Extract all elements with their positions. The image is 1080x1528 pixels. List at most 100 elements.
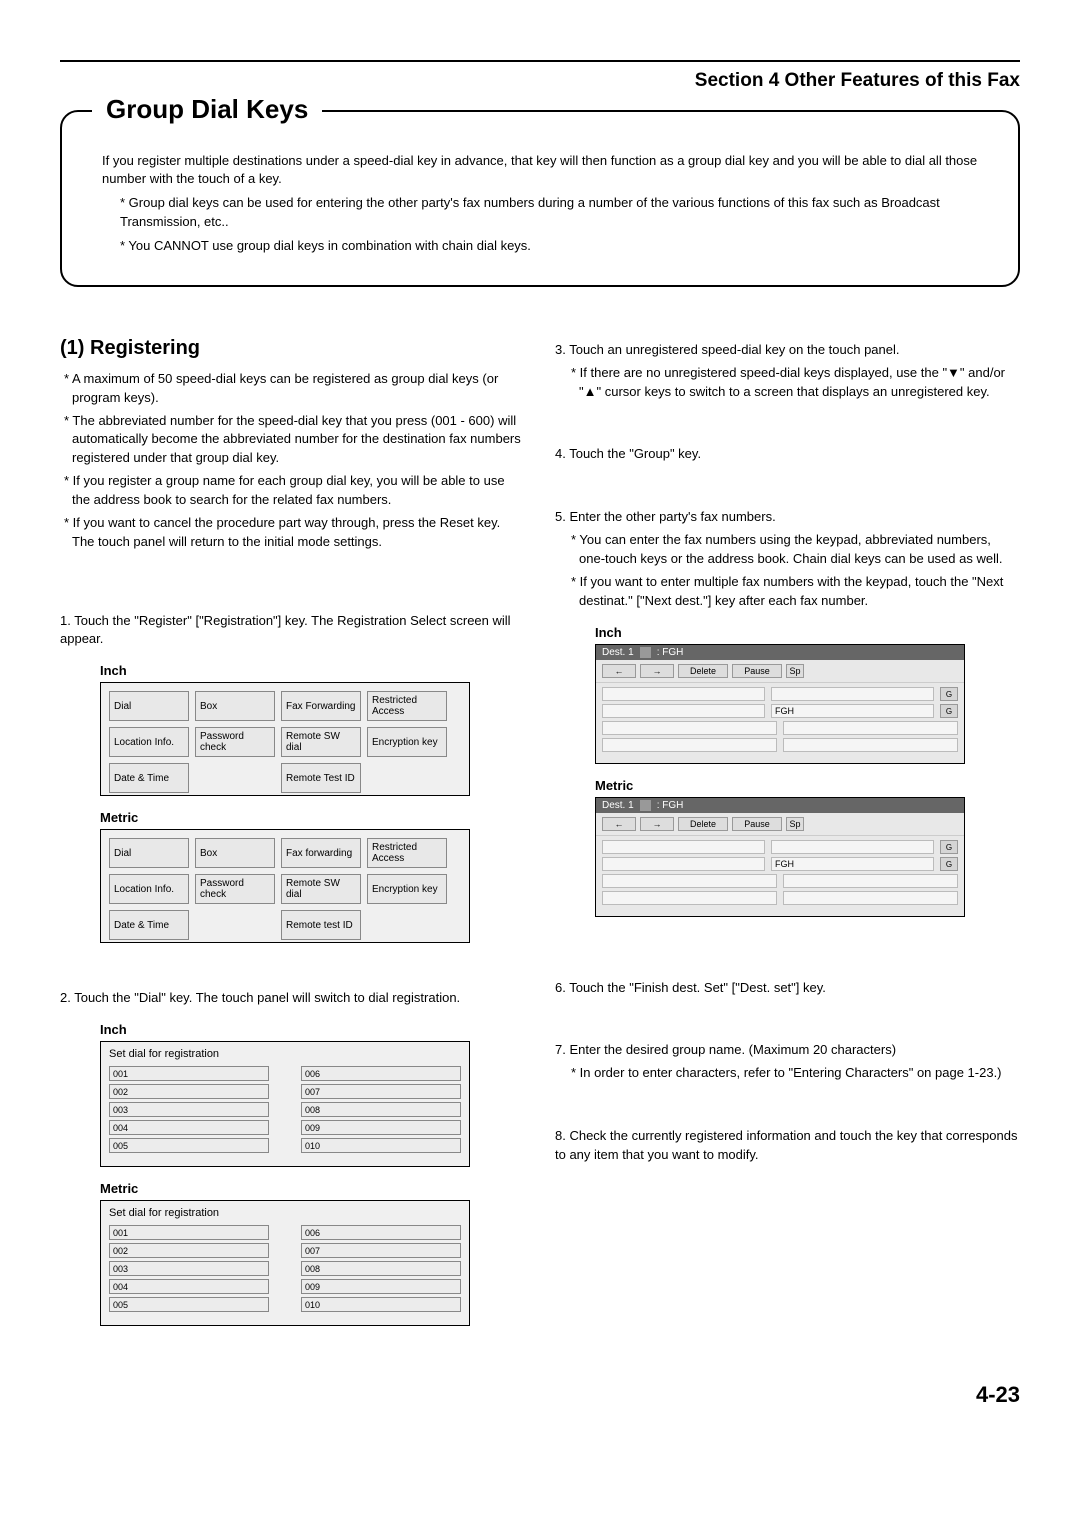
g-chip: G — [940, 857, 958, 871]
bullet-4: * If you want to cancel the procedure pa… — [60, 514, 525, 552]
dial-btn: 009 — [301, 1120, 461, 1135]
dial-btn: 003 — [109, 1261, 269, 1276]
box-title: Group Dial Keys — [92, 94, 322, 125]
dest-cell — [783, 891, 958, 905]
g-chip: G — [940, 704, 958, 718]
dest-fgh: : FGH — [657, 800, 684, 811]
step-5a: * You can enter the fax numbers using th… — [555, 531, 1020, 569]
header-rule — [60, 60, 1020, 62]
metric-label-1: Metric — [100, 810, 525, 825]
step-2: 2. Touch the "Dial" key. The touch panel… — [60, 989, 525, 1008]
panel-btn: Remote SW dial — [281, 727, 361, 757]
panel-btn: Box — [195, 691, 275, 721]
dest-label: Dest. 1 — [602, 800, 634, 811]
dest-cell-fgh: FGH — [771, 857, 934, 871]
group-dial-keys-box: Group Dial Keys If you register multiple… — [60, 110, 1020, 287]
dest-panel-metric: Dest. 1 : FGH ← → Delete Pause Sp G FGHG — [595, 797, 965, 917]
panel-btn: Restricted Access — [367, 838, 447, 868]
sp-btn: Sp — [786, 817, 804, 831]
arrow-right-icon: → — [640, 664, 674, 678]
dial-btn: 007 — [301, 1243, 461, 1258]
dial-btn: 005 — [109, 1138, 269, 1153]
bullet-1: * A maximum of 50 speed-dial keys can be… — [60, 370, 525, 408]
step-7a: * In order to enter characters, refer to… — [555, 1064, 1020, 1083]
dial-btn: 009 — [301, 1279, 461, 1294]
dest-fgh: : FGH — [657, 647, 684, 658]
panel-btn: Fax forwarding — [281, 838, 361, 868]
panel-btn: Encryption key — [367, 727, 447, 757]
dest-cell — [783, 874, 958, 888]
panel-btn: Fax Forwarding — [281, 691, 361, 721]
step-3a: * If there are no unregistered speed-dia… — [555, 364, 1020, 402]
panel-btn: Remote SW dial — [281, 874, 361, 904]
step-7: 7. Enter the desired group name. (Maximu… — [555, 1041, 1020, 1060]
registering-heading: (1) Registering — [60, 337, 525, 360]
panel-btn: Date & Time — [109, 763, 189, 793]
dial-btn: 004 — [109, 1279, 269, 1294]
panel-btn: Box — [195, 838, 275, 868]
set-dial-title: Set dial for registration — [109, 1048, 461, 1060]
dest-cell — [602, 874, 777, 888]
note-1: * Group dial keys can be used for enteri… — [102, 194, 978, 230]
dest-cell — [783, 738, 958, 752]
panel-btn: Password check — [195, 727, 275, 757]
step-3: 3. Touch an unregistered speed-dial key … — [555, 341, 1020, 360]
dial-btn: 006 — [301, 1225, 461, 1240]
dial-btn: 001 — [109, 1225, 269, 1240]
dest-cell — [602, 721, 777, 735]
intro-text: If you register multiple destinations un… — [102, 152, 978, 188]
dial-btn: 002 — [109, 1243, 269, 1258]
step-6: 6. Touch the "Finish dest. Set" ["Dest. … — [555, 979, 1020, 998]
panel-btn: Encryption key — [367, 874, 447, 904]
bullet-3: * If you register a group name for each … — [60, 472, 525, 510]
dest-panel-inch: Dest. 1 : FGH ← → Delete Pause Sp G FGHG — [595, 644, 965, 764]
inch-label-1: Inch — [100, 663, 525, 678]
dest-cell — [602, 738, 777, 752]
dial-btn: 002 — [109, 1084, 269, 1099]
panel-btn: Remote test ID — [281, 910, 361, 940]
dial-btn: 006 — [301, 1066, 461, 1081]
step-5b: * If you want to enter multiple fax numb… — [555, 573, 1020, 611]
section-header: Section 4 Other Features of this Fax — [60, 70, 1020, 92]
dial-btn: 008 — [301, 1102, 461, 1117]
note-2: * You CANNOT use group dial keys in comb… — [102, 237, 978, 255]
dest-cell — [602, 857, 765, 871]
metric-label-2: Metric — [100, 1181, 525, 1196]
step-5: 5. Enter the other party's fax numbers. — [555, 508, 1020, 527]
g-chip: G — [940, 840, 958, 854]
panel-btn: Restricted Access — [367, 691, 447, 721]
dest-cell — [783, 721, 958, 735]
inch-label-3: Inch — [595, 625, 1020, 640]
delete-btn: Delete — [678, 664, 728, 678]
panel-btn: Dial — [109, 838, 189, 868]
dest-cell-fgh: FGH — [771, 704, 934, 718]
dial-btn: 010 — [301, 1297, 461, 1312]
dial-btn: 008 — [301, 1261, 461, 1276]
pause-btn: Pause — [732, 817, 782, 831]
dest-cell — [602, 840, 765, 854]
dial-btn: 007 — [301, 1084, 461, 1099]
page-number: 4-23 — [60, 1382, 1020, 1408]
left-column: (1) Registering * A maximum of 50 speed-… — [60, 337, 525, 1332]
panel-btn: Location Info. — [109, 874, 189, 904]
dial-btn: 010 — [301, 1138, 461, 1153]
phone-icon — [640, 647, 651, 658]
arrow-left-icon: ← — [602, 664, 636, 678]
arrow-right-icon: → — [640, 817, 674, 831]
dial-btn: 005 — [109, 1297, 269, 1312]
dest-cell — [771, 840, 934, 854]
right-column: 3. Touch an unregistered speed-dial key … — [555, 337, 1020, 1332]
panel-btn: Dial — [109, 691, 189, 721]
step-1: 1. Touch the "Register" ["Registration"]… — [60, 612, 525, 650]
panel-metric-1: Dial Box Fax forwarding Restricted Acces… — [100, 829, 470, 943]
dial-panel-metric: Set dial for registration 001006 002007 … — [100, 1200, 470, 1326]
bullet-2: * The abbreviated number for the speed-d… — [60, 412, 525, 469]
dial-btn: 004 — [109, 1120, 269, 1135]
arrow-left-icon: ← — [602, 817, 636, 831]
panel-btn: Password check — [195, 874, 275, 904]
panel-inch-1: Dial Box Fax Forwarding Restricted Acces… — [100, 682, 470, 796]
dest-cell — [602, 687, 765, 701]
dest-label: Dest. 1 — [602, 647, 634, 658]
sp-btn: Sp — [786, 664, 804, 678]
pause-btn: Pause — [732, 664, 782, 678]
